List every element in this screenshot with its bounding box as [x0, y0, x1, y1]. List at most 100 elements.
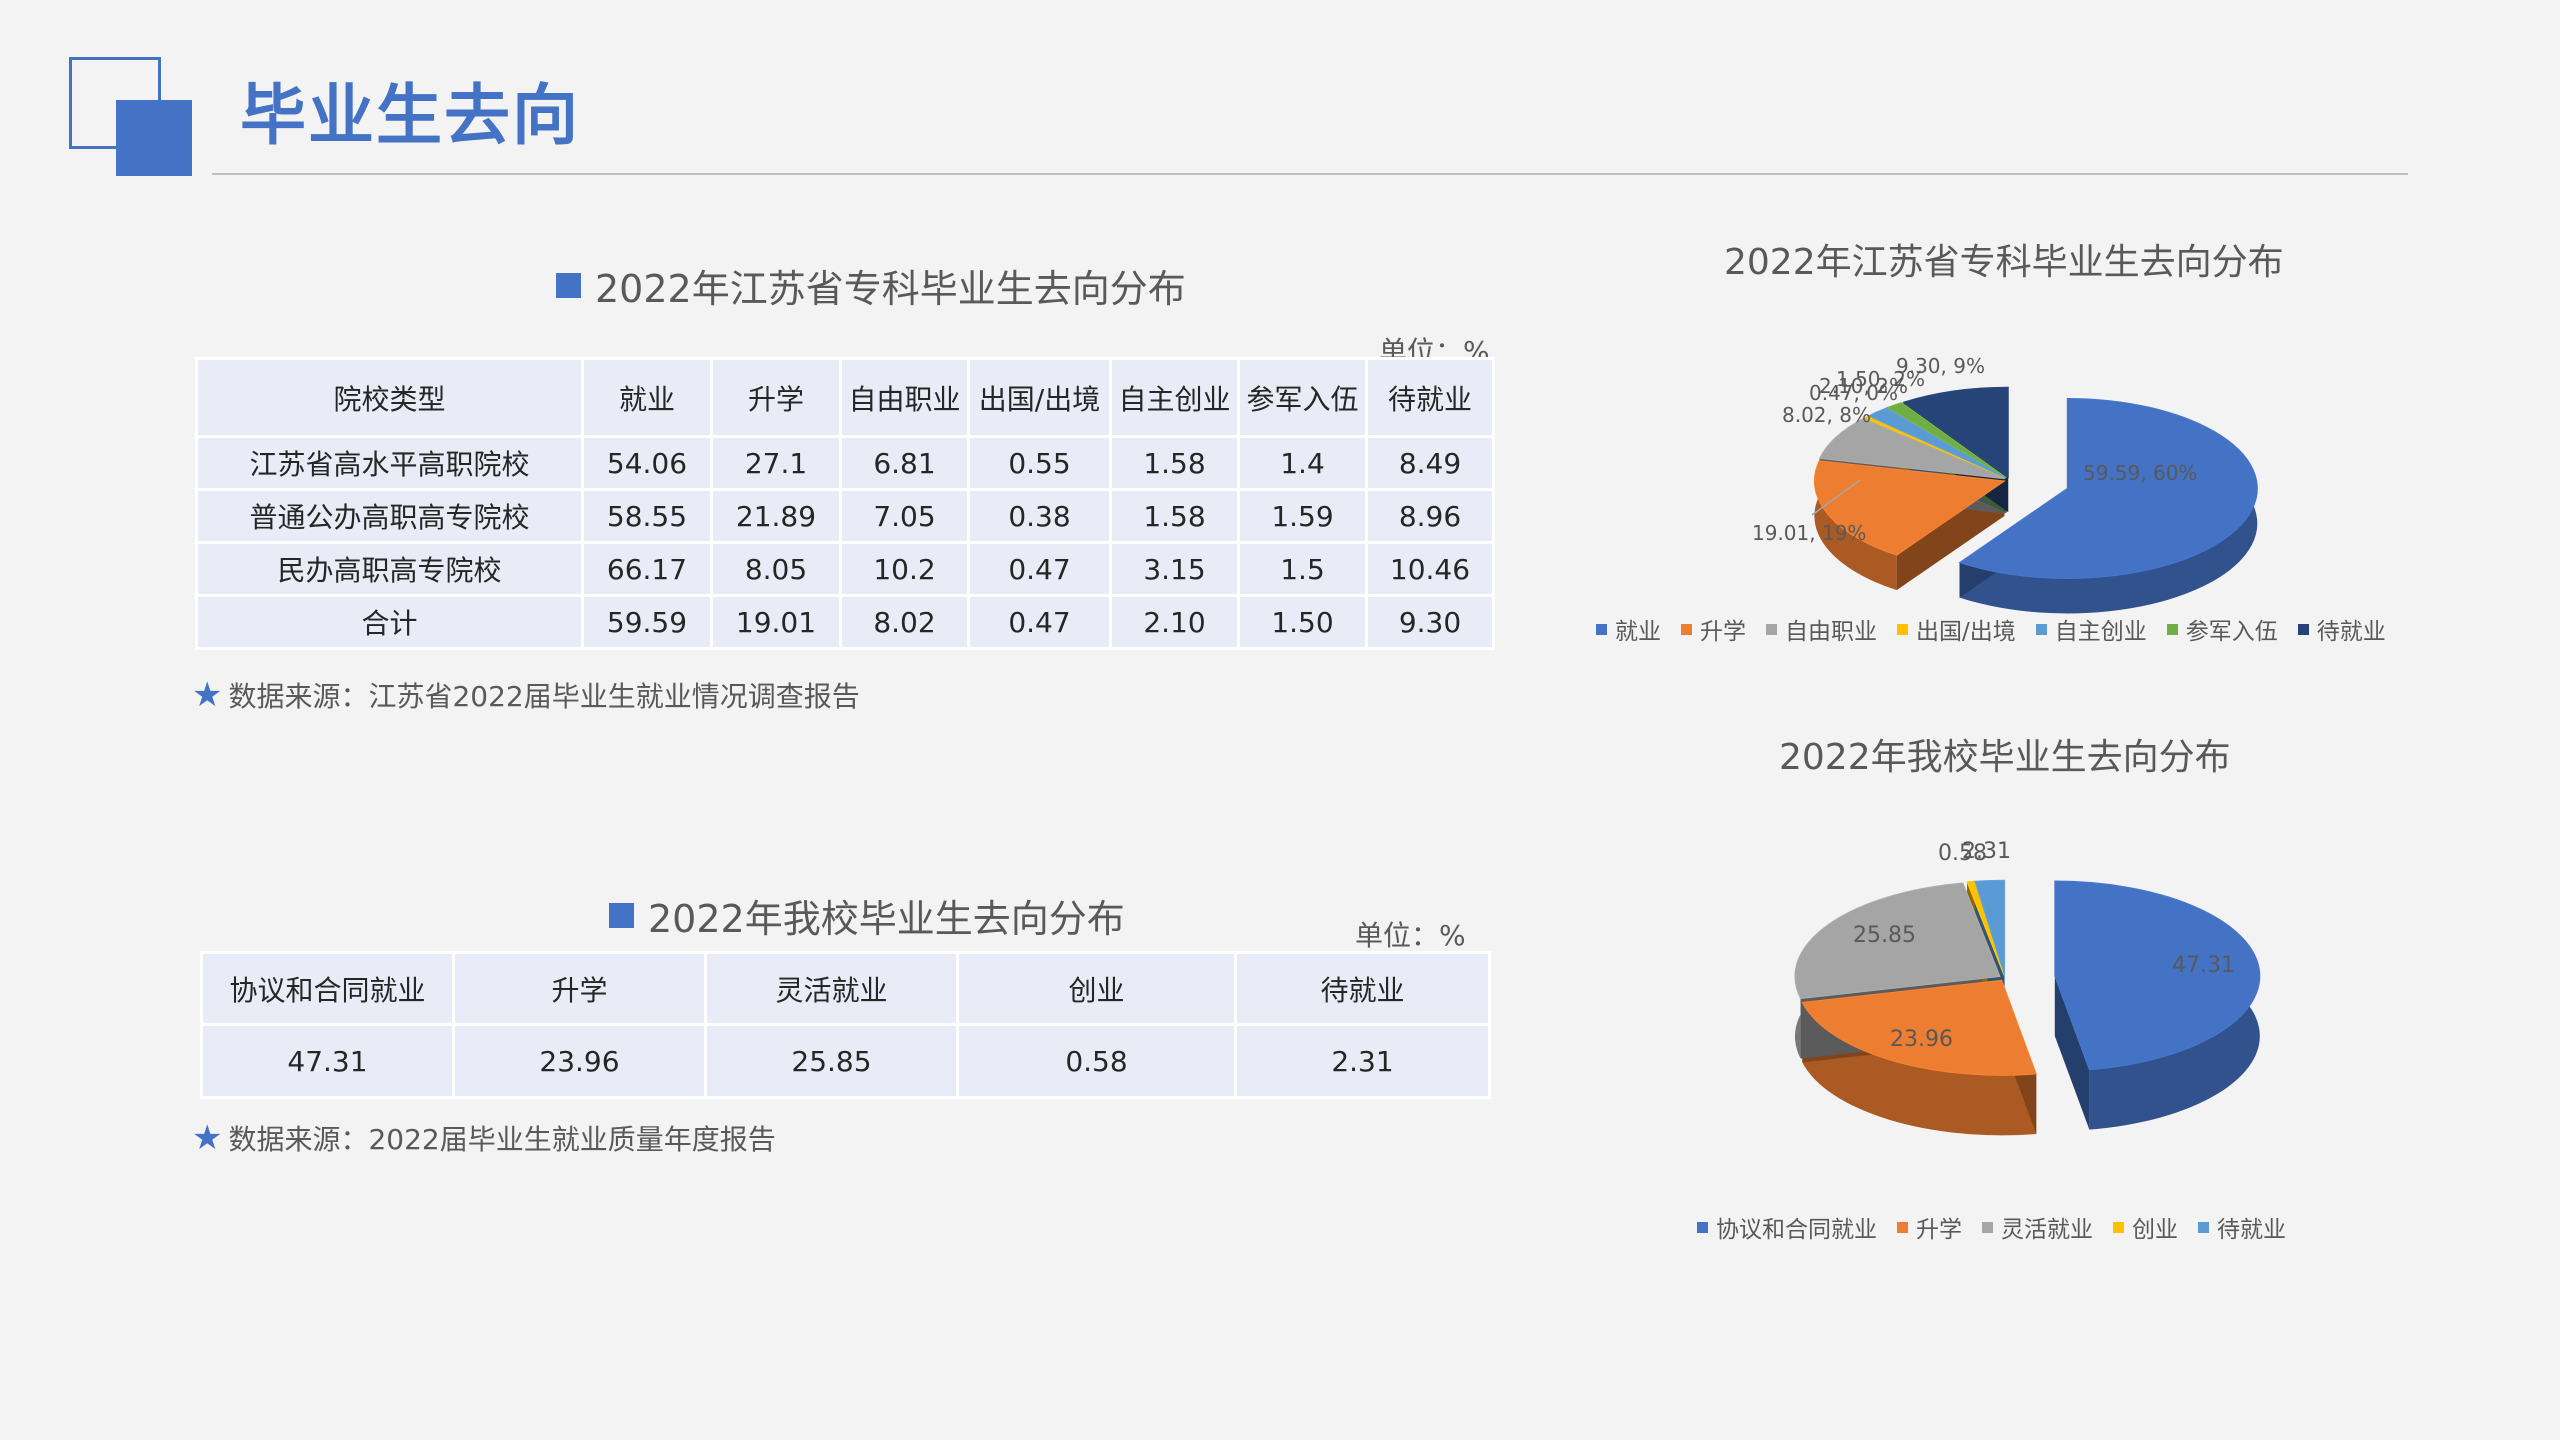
legend-swatch: [1982, 1221, 1993, 1233]
pie-slice: [1958, 397, 2258, 579]
table-cell: 1.59: [1237, 488, 1368, 544]
pie-slice: [1801, 979, 2037, 1076]
legend-label: 创业: [2132, 1217, 2178, 1243]
table2-title: 2022年我校毕业生去向分布: [609, 888, 1125, 943]
table-cell: 8.96: [1365, 488, 1495, 544]
table-cell: 0.47: [967, 541, 1112, 597]
table1-source: ★ 数据来源：江苏省2022届毕业生就业情况调查报告: [192, 675, 860, 715]
legend-item: 灵活就业: [1982, 1210, 2093, 1244]
legend-item: 自主创业: [2035, 612, 2147, 646]
pie-data-label: 25.85: [1853, 923, 1916, 948]
table-cell: 0.55: [967, 435, 1112, 491]
table1-header-cell: 院校类型: [195, 357, 584, 438]
pie-slice: [1886, 402, 2007, 479]
legend-item: 协议和合同就业: [1697, 1210, 1877, 1244]
table-cell: 江苏省高水平高职院校: [195, 435, 584, 491]
table-cell: 1.4: [1237, 435, 1368, 491]
table1-header-cell: 自主创业: [1109, 357, 1240, 438]
table-row: 民办高职高专院校 66.17 8.05 10.2 0.47 3.15 1.5 1…: [195, 541, 1495, 597]
table2-header-cell: 创业: [956, 951, 1237, 1026]
table-cell: 民办高职高专院校: [195, 541, 584, 597]
table-row: 普通公办高职高专院校 58.55 21.89 7.05 0.38 1.58 1.…: [195, 488, 1495, 544]
pie-tops: [1794, 879, 2261, 1076]
table-cell: 59.59: [581, 594, 713, 650]
star-icon: ★: [192, 1118, 223, 1158]
legend-swatch: [2035, 623, 2047, 635]
pie-slice-side: [1959, 398, 2258, 614]
table1-title-text: 2022年江苏省专科毕业生去向分布: [595, 267, 1186, 311]
table-cell: 1.58: [1109, 488, 1240, 544]
table-cell: 7.05: [839, 488, 970, 544]
legend-item: 待就业: [2198, 1210, 2286, 1244]
table-cell: 47.31: [200, 1023, 455, 1099]
table-cell: 10.46: [1365, 541, 1495, 597]
legend-label: 升学: [1700, 619, 1746, 645]
star-icon: ★: [192, 675, 223, 715]
table1-header-cell: 出国/出境: [967, 357, 1112, 438]
table-row: 47.31 23.96 25.85 0.58 2.31: [200, 1023, 1491, 1099]
table-cell: 合计: [195, 594, 584, 650]
legend-label: 自由职业: [1785, 619, 1877, 645]
table-cell: 1.5: [1237, 541, 1368, 597]
pie-data-label: 2.10, 2%: [1819, 374, 1908, 398]
logo-filled-square: [116, 100, 192, 176]
legend-swatch: [2198, 1221, 2209, 1233]
pie-data-label: 1.50, 2%: [1836, 367, 1925, 391]
legend-label: 出国/出境: [1916, 619, 2016, 645]
table-cell: 普通公办高职高专院校: [195, 488, 584, 544]
table1: 院校类型 就业 升学 自由职业 出国/出境 自主创业 参军入伍 待就业 江苏省高…: [195, 357, 1495, 650]
legend-swatch: [2166, 623, 2178, 635]
pie-slice: [2054, 880, 2261, 1071]
table1-source-text: 数据来源：江苏省2022届毕业生就业情况调查报告: [228, 680, 860, 713]
pie-tops: [1813, 386, 2258, 579]
pie-chart-2: 47.31 23.96 25.85 0.582.31: [1794, 839, 2261, 1136]
table-cell: 0.47: [967, 594, 1112, 650]
table-cell: 21.89: [710, 488, 842, 544]
table1-header-cell: 升学: [710, 357, 842, 438]
pie-slice: [1966, 880, 2005, 976]
pie-labels: 47.31 23.96 25.85 0.582.31: [1853, 839, 2235, 1052]
table-cell: 8.05: [710, 541, 842, 597]
pie-data-label: 2.31: [1962, 839, 2011, 864]
pie-slice-side: [1814, 460, 1897, 591]
pie-leader-line: [1811, 479, 1861, 516]
legend-label: 自主创业: [2054, 619, 2147, 645]
table1-header-cell: 待就业: [1365, 357, 1495, 438]
legend-item: 参军入伍: [2166, 612, 2278, 646]
page-title: 毕业生去向: [240, 77, 580, 154]
pie-data-label: 23.96: [1890, 1027, 1953, 1052]
square-bullet-icon: [556, 273, 581, 298]
table-cell: 25.85: [704, 1023, 959, 1099]
table1-header-cell: 自由职业: [839, 357, 970, 438]
legend-swatch: [1766, 623, 1777, 635]
legend-item: 出国/出境: [1897, 612, 2016, 646]
table-row: 江苏省高水平高职院校 54.06 27.1 6.81 0.55 1.58 1.4…: [195, 435, 1495, 491]
legend-item: 自由职业: [1766, 612, 1877, 646]
table1-header-row: 院校类型 就业 升学 自由职业 出国/出境 自主创业 参军入伍 待就业: [195, 357, 1495, 438]
pie-slice: [1974, 879, 2006, 976]
table-cell: 27.1: [710, 435, 842, 491]
legend-item: 待就业: [2297, 612, 2386, 646]
pie-data-label: 0.47, 0%: [1809, 381, 1898, 405]
legend-label: 待就业: [2217, 1217, 2286, 1243]
pie-slice: [1902, 386, 2009, 479]
table-cell: 0.38: [967, 488, 1112, 544]
pie-data-label: 0.58: [1938, 841, 1987, 866]
pie-data-label: 19.01, 19%: [1752, 521, 1866, 545]
square-bullet-icon: [609, 903, 634, 928]
legend-swatch: [1897, 1221, 1908, 1233]
legend-swatch: [2113, 1221, 2124, 1233]
title-divider: [212, 173, 2408, 175]
table2-header-cell: 灵活就业: [704, 951, 959, 1026]
pie-data-label: 9.30, 9%: [1896, 354, 1985, 378]
table2-header-row: 协议和合同就业 升学 灵活就业 创业 待就业: [200, 951, 1491, 1026]
legend-swatch: [1681, 623, 1692, 635]
table-cell: 19.01: [710, 594, 842, 650]
pie-slice-face: [2054, 976, 2090, 1130]
table-cell: 0.58: [956, 1023, 1237, 1099]
pie-data-label: 47.31: [2172, 953, 2235, 978]
table2-source-text: 数据来源：2022届毕业生就业质量年度报告: [228, 1123, 776, 1156]
legend-label: 就业: [1615, 619, 1661, 645]
table2-header-cell: 协议和合同就业: [200, 951, 455, 1026]
